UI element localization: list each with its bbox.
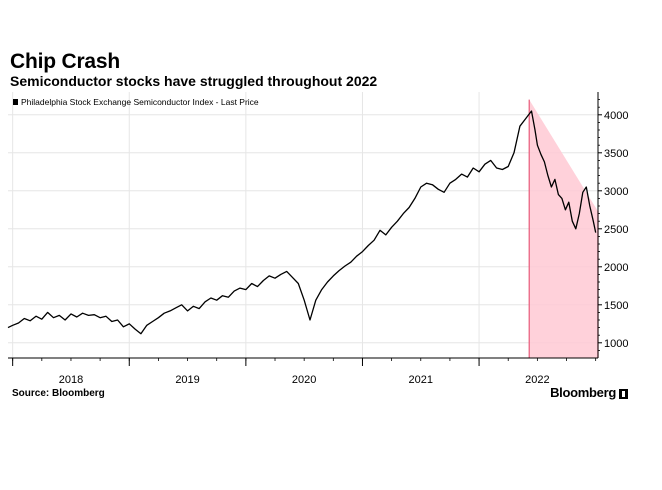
y-tick-label-4000: 4000 [604, 110, 628, 122]
y-tick-label-1000: 1000 [604, 338, 628, 350]
series-line-sox [7, 110, 597, 335]
x-tick-label-2019: 2019 [175, 374, 199, 386]
legend: Philadelphia Stock Exchange Semiconducto… [13, 97, 259, 107]
series-layer [7, 110, 597, 335]
y-tick-label-3500: 3500 [604, 148, 628, 160]
chart-title: Chip Crash [10, 50, 121, 73]
axis-layer: 1000 1500 2000 2500 3000 3500 4000 2018 2019 2020… [8, 92, 628, 386]
source-note: Source: Bloomberg [12, 388, 105, 399]
decline-shade-area [529, 99, 598, 358]
y-tick-label-2000: 2000 [604, 262, 628, 274]
y-tick-label-2500: 2500 [604, 224, 628, 236]
legend-swatch [13, 99, 18, 105]
chart-subtitle: Semiconductor stocks have struggled thro… [10, 73, 378, 89]
gridlines [8, 92, 598, 358]
brand-mark-icon [619, 388, 628, 399]
x-tick-label-2021: 2021 [409, 374, 433, 386]
y-tick-label-3000: 3000 [604, 186, 628, 198]
brand-logo: Bloomberg [550, 385, 628, 400]
y-tick-label-1500: 1500 [604, 300, 628, 312]
x-tick-label-2018: 2018 [59, 374, 83, 386]
brand-text: Bloomberg [550, 385, 616, 400]
x-tick-label-2022: 2022 [525, 374, 549, 386]
legend-label: Philadelphia Stock Exchange Semiconducto… [21, 97, 259, 107]
x-tick-label-2020: 2020 [292, 374, 316, 386]
decline-shade-layer [528, 99, 599, 358]
